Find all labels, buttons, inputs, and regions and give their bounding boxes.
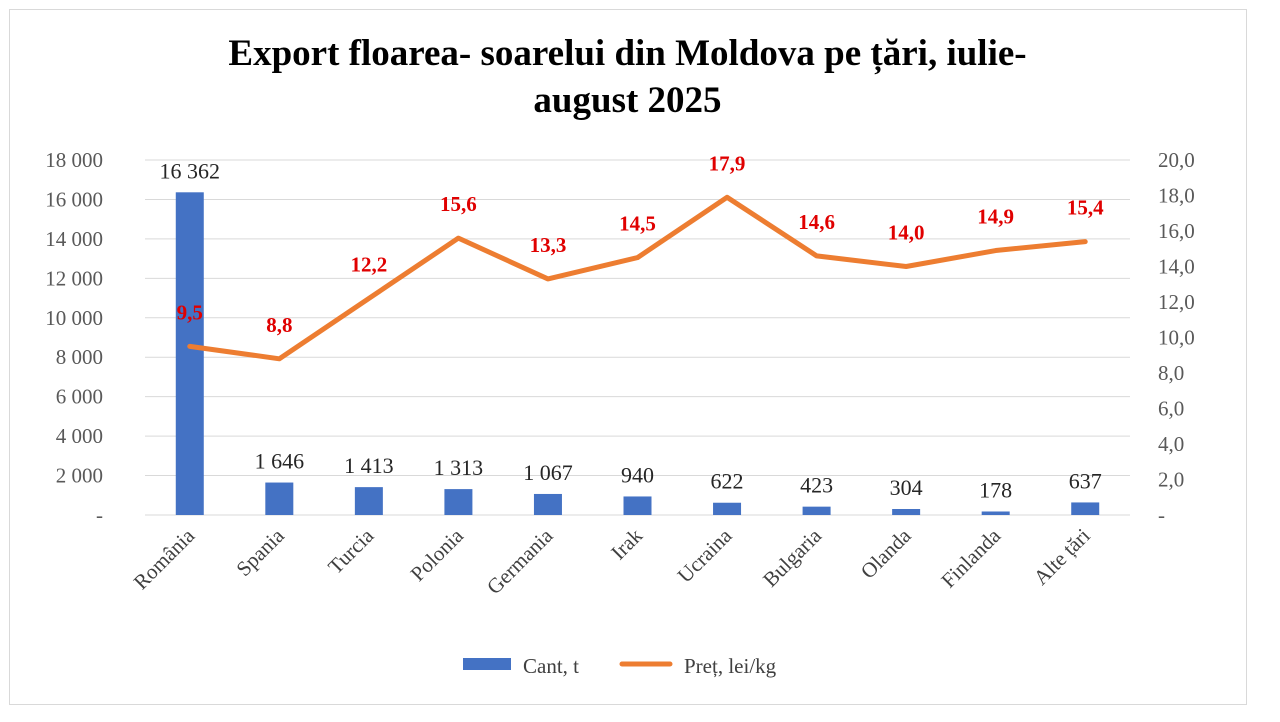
x-tick-label: Finlanda <box>936 523 1005 592</box>
line-value-label: 13,3 <box>530 233 567 257</box>
bar <box>533 493 562 515</box>
line-value-label: 14,5 <box>619 212 656 236</box>
left-y-tick-label: 10 000 <box>45 306 103 330</box>
legend-label-bar: Cant, t <box>523 654 579 678</box>
left-y-tick-label: 18 000 <box>45 148 103 172</box>
left-y-axis: - 2 000 4 000 6 000 8 000 10 000 12 000 14 000 1… <box>45 148 103 527</box>
bar-value-label: 304 <box>890 475 923 500</box>
bar-data-labels: 16 362 1 646 1 413 1 313 1 067 940 622 423 304 17… <box>160 158 1102 502</box>
right-y-axis: - 2,0 4,0 6,0 8,0 10,0 12,0 14,0 16,0 18,0 20,0 <box>1158 148 1195 527</box>
x-tick-label: Alte țări <box>1029 523 1095 589</box>
x-tick-label: Spania <box>231 523 289 581</box>
right-y-tick-label: 2,0 <box>1158 468 1184 492</box>
bar-value-label: 1 067 <box>523 460 573 485</box>
chart-title-line-2: august 2025 <box>533 80 722 121</box>
bar-value-label: 637 <box>1069 468 1102 493</box>
right-y-tick-label: 4,0 <box>1158 432 1184 456</box>
x-tick-label: România <box>129 523 200 594</box>
line-value-label: 12,2 <box>350 252 387 276</box>
bar <box>1071 502 1100 515</box>
x-tick-label: Turcia <box>323 523 379 579</box>
bar-value-label: 16 362 <box>160 158 221 183</box>
line-value-label: 8,8 <box>266 313 292 337</box>
line-series <box>187 194 1088 362</box>
bar <box>981 511 1010 515</box>
bar-value-label: 423 <box>800 473 833 498</box>
bar <box>444 489 473 515</box>
left-y-tick-label: 12 000 <box>45 266 103 290</box>
chart-title: Export floarea- soarelui din Moldova pe … <box>0 30 1255 124</box>
legend-label-line: Preț, lei/kg <box>684 654 777 678</box>
bar-value-label: 1 313 <box>434 455 484 480</box>
bar <box>802 506 831 515</box>
x-tick-label: Polonia <box>406 523 469 586</box>
right-y-tick-label: 6,0 <box>1158 397 1184 421</box>
right-y-tick-label: 12,0 <box>1158 290 1195 314</box>
bar <box>265 482 294 515</box>
chart-title-line-1: Export floarea- soarelui din Moldova pe … <box>228 33 1027 74</box>
gridlines <box>145 159 1130 516</box>
line-value-label: 9,5 <box>177 300 203 324</box>
bar <box>175 192 204 515</box>
left-y-tick-label: 2 000 <box>56 464 103 488</box>
right-y-tick-label: - <box>1158 503 1165 527</box>
bar-series <box>175 192 1100 515</box>
right-y-tick-label: 8,0 <box>1158 361 1184 385</box>
bar-value-label: 178 <box>979 477 1012 502</box>
line-value-label: 15,4 <box>1067 196 1104 220</box>
line-value-label: 14,0 <box>888 221 925 245</box>
line-value-label: 14,6 <box>798 210 835 234</box>
x-tick-label: Germania <box>482 523 558 599</box>
right-y-tick-label: 16,0 <box>1158 219 1195 243</box>
legend: Cant, t Preț, lei/kg <box>463 654 777 678</box>
line-data-labels: 9,5 8,8 12,2 15,6 13,3 14,5 17,9 14,6 14,0 14,9 15… <box>177 151 1104 337</box>
x-tick-label: Bulgaria <box>758 523 827 592</box>
left-y-tick-label: 4 000 <box>56 424 103 448</box>
bar-value-label: 622 <box>711 469 744 494</box>
right-y-tick-label: 20,0 <box>1158 148 1195 172</box>
line-value-label: 14,9 <box>977 205 1014 229</box>
left-y-tick-label: - <box>96 503 103 527</box>
x-tick-label: Olanda <box>856 523 916 583</box>
line-value-label: 17,9 <box>709 151 746 175</box>
left-y-tick-label: 6 000 <box>56 385 103 409</box>
right-y-tick-label: 10,0 <box>1158 326 1195 350</box>
line-value-label: 15,6 <box>440 192 477 216</box>
bar <box>892 509 921 515</box>
bar-value-label: 940 <box>621 462 654 487</box>
price-line <box>187 194 1088 362</box>
x-axis-tick-labels: România Spania Turcia Polonia Germania Irak Uc… <box>129 523 1095 599</box>
right-y-tick-label: 14,0 <box>1158 255 1195 279</box>
bar <box>713 502 742 515</box>
bar <box>354 487 383 515</box>
x-tick-label: Ucraina <box>673 523 737 587</box>
left-y-tick-label: 16 000 <box>45 187 103 211</box>
right-y-tick-label: 18,0 <box>1158 184 1195 208</box>
bar-value-label: 1 413 <box>344 453 394 478</box>
left-y-tick-label: 8 000 <box>56 345 103 369</box>
x-tick-label: Irak <box>606 523 647 564</box>
legend-swatch-bar <box>463 658 511 670</box>
bar-value-label: 1 646 <box>255 449 305 474</box>
left-y-tick-label: 14 000 <box>45 227 103 251</box>
bar <box>623 496 652 515</box>
